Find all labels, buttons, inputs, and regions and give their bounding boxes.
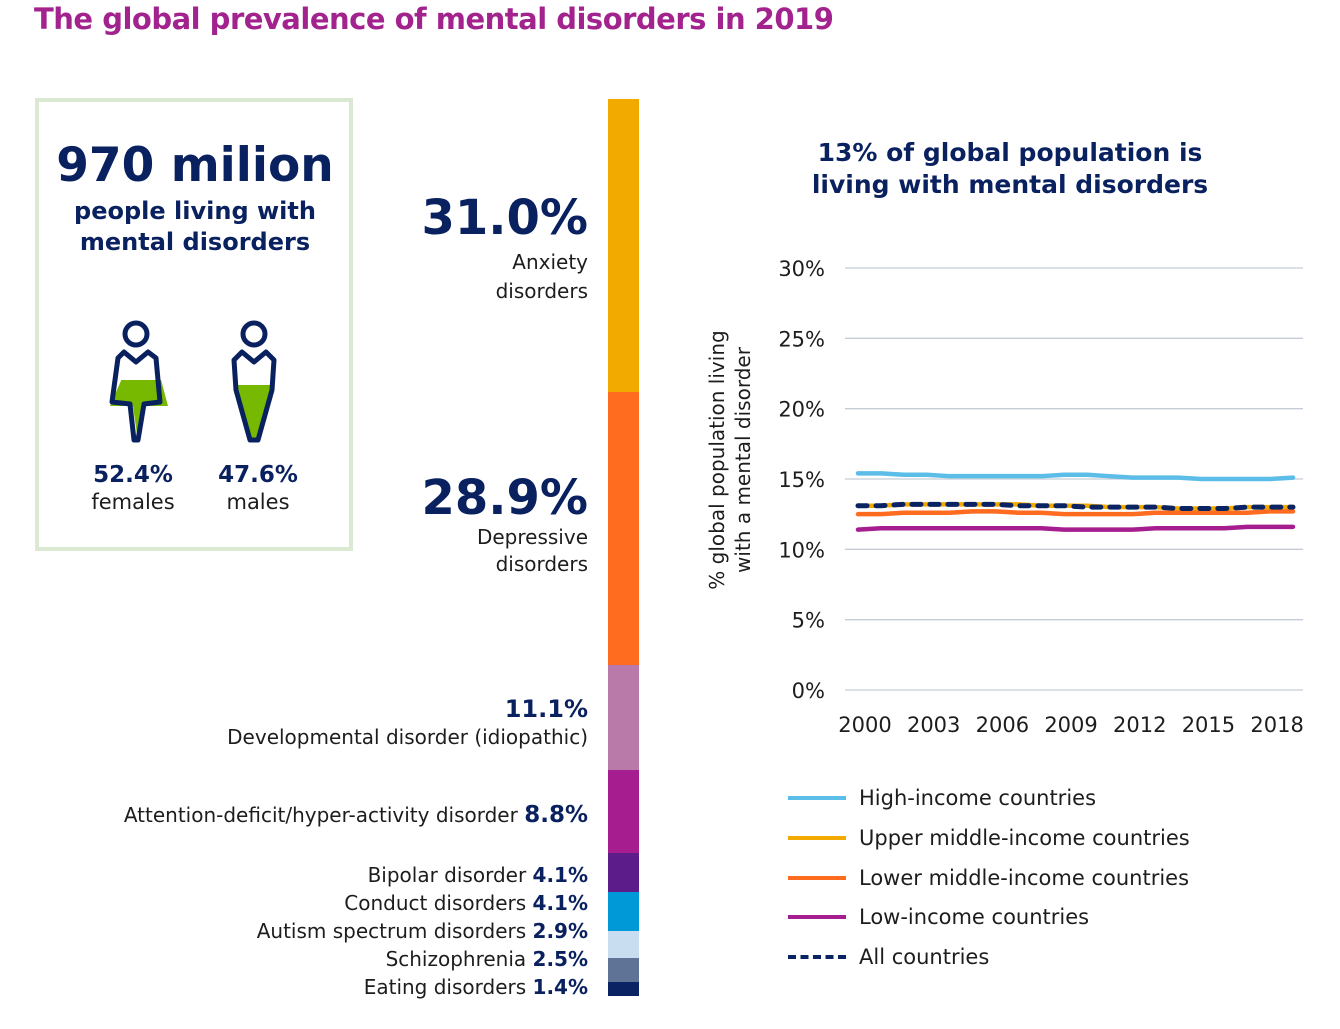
- page-title: The global prevalence of mental disorder…: [34, 2, 834, 36]
- males-label: males: [226, 490, 290, 514]
- legend-swatch: [788, 915, 846, 920]
- ylabel-line: with a mental disorder: [731, 347, 755, 573]
- legend-swatch: [788, 875, 846, 880]
- adhd-label: Attention-deficit/hyper-activity disorde…: [124, 802, 588, 828]
- females-pct: 52.4%: [93, 462, 173, 488]
- y-tick-label: 25%: [778, 327, 825, 351]
- total-count: 970 milion: [56, 138, 334, 193]
- title-line: living with mental disorders: [811, 170, 1209, 199]
- x-tick-label: 2012: [1113, 713, 1166, 737]
- chart-title: 13% of global population is living with m…: [760, 137, 1260, 201]
- title-line: 13% of global population is: [817, 138, 1203, 167]
- bar-segment: [608, 981, 639, 996]
- legend-item: Upper middle-income countries: [788, 824, 1190, 852]
- female-icon: [109, 320, 168, 443]
- autism-label: Autism spectrum disorders 2.9%: [257, 917, 588, 945]
- label-pct: 1.4%: [532, 975, 588, 999]
- series-line: [855, 471, 1296, 482]
- label-line: disorders: [495, 552, 588, 576]
- schizophrenia-label: Schizophrenia 2.5%: [257, 945, 588, 973]
- anxiety-label: Anxiety disorders: [496, 248, 588, 306]
- male-icon: [231, 320, 277, 443]
- label-line: Depressive: [476, 525, 588, 549]
- y-tick-label: 15%: [778, 468, 825, 492]
- y-tick-label: 30%: [778, 257, 825, 281]
- legend-item: Low-income countries: [788, 903, 1089, 931]
- females-label: females: [91, 490, 175, 514]
- bar-segment: [608, 891, 639, 932]
- y-axis-label: % global population living with a mental …: [704, 310, 756, 610]
- label-pct: 8.8%: [524, 802, 588, 828]
- conduct-label: Conduct disorders 4.1%: [257, 889, 588, 917]
- bipolar-label: Bipolar disorder 4.1%: [257, 861, 588, 889]
- bar-segment: [608, 958, 639, 983]
- y-tick-label: 10%: [778, 538, 825, 562]
- legend-label: Lower middle-income countries: [859, 865, 1190, 890]
- x-tick-label: 2009: [1044, 713, 1097, 737]
- series-line: [855, 524, 1296, 532]
- x-tick-label: 2015: [1182, 713, 1235, 737]
- subtitle-line: mental disorders: [79, 228, 311, 256]
- legend-item: All countries: [788, 943, 989, 971]
- bar-segment: [608, 665, 639, 771]
- legend-label: Upper middle-income countries: [859, 825, 1190, 850]
- bar-segment: [608, 391, 639, 667]
- series-line: [855, 509, 1296, 517]
- label-pct: 4.1%: [532, 863, 588, 887]
- label-text: Eating disorders: [363, 975, 527, 999]
- depressive-pct: 28.9%: [421, 470, 588, 526]
- legend-swatch: [788, 835, 846, 840]
- legend-swatch: [788, 796, 846, 800]
- line-chart: 0% 5% 10% 15% 20% 25% 30% 2000 2003 2006 2009 2012 2…: [778, 257, 1304, 737]
- anxiety-pct: 31.0%: [421, 190, 588, 246]
- depressive-label: Depressive disorders: [477, 524, 588, 578]
- label-pct: 2.5%: [532, 947, 588, 971]
- ylabel-line: % global population living: [705, 330, 729, 590]
- subtitle-line: people living with: [74, 197, 316, 225]
- label-text: Bipolar disorder: [367, 863, 527, 887]
- label-text: Autism spectrum disorders: [256, 919, 527, 943]
- developmental-label: Developmental disorder (idiopathic): [227, 725, 588, 749]
- developmental-pct: 11.1%: [504, 695, 588, 723]
- legend-item: High-income countries: [788, 784, 1096, 812]
- legend-swatch: [788, 955, 846, 960]
- legend-item: Lower middle-income countries: [788, 864, 1189, 892]
- label-text: Schizophrenia: [385, 947, 527, 971]
- summary-box: [35, 98, 353, 551]
- x-tick-label: 2006: [976, 713, 1029, 737]
- y-tick-label: 5%: [792, 609, 825, 633]
- label-text: Attention-deficit/hyper-activity disorde…: [123, 803, 518, 827]
- stacked-bar: [608, 99, 639, 996]
- bar-segment: [608, 770, 639, 855]
- series-line: [855, 501, 1296, 512]
- legend-label: High-income countries: [859, 786, 1097, 810]
- males-pct: 47.6%: [218, 462, 298, 488]
- bar-segment: [608, 853, 639, 893]
- x-tick-label: 2018: [1250, 713, 1303, 737]
- x-tick-label: 2003: [907, 713, 960, 737]
- gender-icons: [109, 320, 277, 443]
- legend-label: All countries: [859, 945, 990, 970]
- label-line: Anxiety: [512, 250, 588, 274]
- summary-subtitle: people living with mental disorders: [40, 196, 350, 258]
- bar-segment: [608, 99, 639, 393]
- y-tick-label: 0%: [792, 679, 825, 703]
- eating-label: Eating disorders 1.4%: [257, 973, 588, 1001]
- label-pct: 2.9%: [532, 919, 588, 943]
- x-tick-label: 2000: [838, 713, 891, 737]
- legend-label: Low-income countries: [859, 905, 1090, 930]
- label-line: disorders: [495, 279, 588, 303]
- small-disorder-labels: Bipolar disorder 4.1% Conduct disorders …: [257, 861, 588, 1001]
- y-tick-label: 20%: [778, 398, 825, 422]
- label-text: Conduct disorders: [344, 891, 527, 915]
- label-pct: 4.1%: [532, 891, 588, 915]
- bar-segment: [608, 930, 639, 960]
